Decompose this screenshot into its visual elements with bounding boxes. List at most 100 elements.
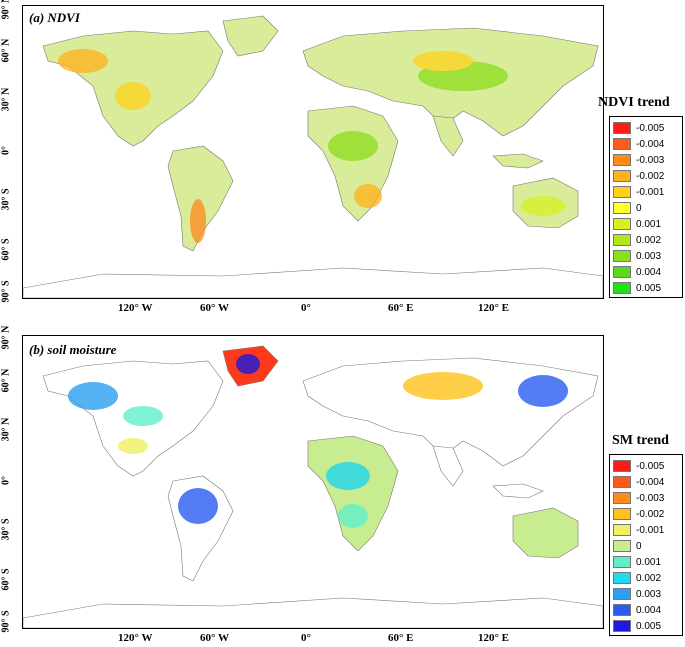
panel-title-ndvi: (a) NDVI [29,10,80,25]
lat-tick-90s: 90° S [0,280,12,303]
legend-row: -0.002 [610,168,664,184]
australia [512,507,579,559]
legend-row: 0 [610,200,642,216]
legend-swatch [613,492,631,504]
africa [307,105,399,222]
legend-row: -0.005 [610,458,664,474]
legend-label: 0.003 [636,588,662,600]
world-map-ndvi [23,15,603,298]
antarctica [23,267,603,298]
legend-label: 0.002 [636,572,662,584]
indonesia [492,483,544,499]
legend-swatch [613,540,631,552]
legend-label: 0.005 [636,282,662,294]
legend-row: 0.002 [610,570,661,586]
legend-row: 0 [610,538,642,554]
legend-swatch [613,556,631,568]
lat-tick-90n: 90° N [0,325,12,350]
legend-row: 0.005 [610,618,661,634]
legend-label: 0.004 [636,266,662,278]
lat-tick-30s: 30° S [0,188,12,211]
legend-label: -0.001 [636,524,665,536]
legend-row: 0.003 [610,248,661,264]
land-ndvi [23,15,603,298]
lon-tick-60e: 60° E [388,632,414,644]
map-frame-ndvi: (a) NDVI [22,5,604,299]
legend-swatch [613,170,631,182]
legend-swatch [613,524,631,536]
legend-row: 0.002 [610,232,661,248]
legend-label: -0.005 [636,122,665,134]
legend-swatch [613,202,631,214]
legend-label: -0.004 [636,138,665,150]
lon-tick-60w: 60° W [200,632,229,644]
legend-swatch [613,234,631,246]
legend-label: 0.001 [636,556,662,568]
lat-tick-60s: 60° S [0,568,12,591]
legend-title-sm: SM trend [612,433,669,448]
lon-tick-60e: 60° E [388,302,414,314]
legend-row: 0.004 [610,264,661,280]
lon-tick-120e: 120° E [478,632,509,644]
legend-swatch [613,476,631,488]
lat-tick-60s: 60° S [0,238,12,261]
lat-tick-0: 0° [0,476,12,485]
map-frame-sm: (b) soil moisture [22,335,604,629]
legend-label: 0.002 [636,234,662,246]
greenland [222,15,279,57]
lon-tick-120w: 120° W [118,302,153,314]
legend-row: 0.001 [610,216,661,232]
legend-label: 0 [636,540,642,552]
legend-ndvi: -0.005 -0.004 -0.003 -0.002 -0.001 0 0.001 0.00… [609,116,683,298]
legend-swatch [613,620,631,632]
ndvi-hotspots [58,49,565,243]
legend-label: -0.002 [636,508,665,520]
legend-row: -0.004 [610,136,664,152]
legend-swatch [613,572,631,584]
lat-tick-90s: 90° S [0,610,12,633]
lon-tick-60w: 60° W [200,302,229,314]
legend-label: -0.004 [636,476,665,488]
legend-row: 0.003 [610,586,661,602]
legend-label: -0.003 [636,492,665,504]
lat-tick-60n: 60° N [0,38,12,63]
lon-tick-0: 0° [301,302,311,314]
legend-row: -0.002 [610,506,664,522]
india [432,115,464,157]
legend-swatch [613,588,631,600]
legend-label: 0 [636,202,642,214]
sm-hotspots [68,354,568,528]
legend-label: 0.001 [636,218,662,230]
lon-tick-0: 0° [301,632,311,644]
legend-label: 0.003 [636,250,662,262]
legend-swatch [613,186,631,198]
lat-tick-30n: 30° N [0,417,12,442]
legend-row: -0.001 [610,522,664,538]
legend-row: -0.001 [610,184,664,200]
legend-row: 0.001 [610,554,661,570]
legend-row: 0.005 [610,280,661,296]
legend-swatch [613,508,631,520]
legend-swatch [613,282,631,294]
india [432,445,464,487]
legend-row: 0.004 [610,602,661,618]
legend-row: -0.003 [610,152,664,168]
world-map-sm [23,345,603,628]
legend-label: 0.004 [636,604,662,616]
panel-ndvi: (a) NDVI 90° N 60° N 30° N 0° 30° S 60° … [0,0,685,320]
legend-title-ndvi: NDVI trend [598,95,670,110]
legend-label: 0.005 [636,620,662,632]
legend-swatch [613,218,631,230]
legend-row: -0.004 [610,474,664,490]
lat-tick-0: 0° [0,146,12,155]
legend-swatch [613,154,631,166]
legend-swatch [613,460,631,472]
legend-swatch [613,122,631,134]
legend-swatch [613,266,631,278]
antarctica [23,597,603,628]
indonesia [492,153,544,169]
panel-soil-moisture: (b) soil moisture 90° N 60° N 30° N 0° 3… [0,326,685,647]
legend-label: -0.002 [636,170,665,182]
legend-label: -0.005 [636,460,665,472]
panel-title-sm: (b) soil moisture [29,342,117,357]
